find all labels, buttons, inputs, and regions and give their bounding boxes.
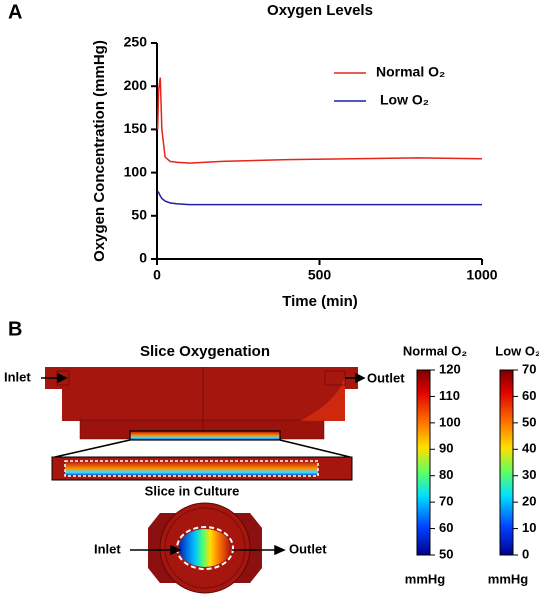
chart-title: Oxygen Levels [267,2,373,19]
colorbar-unit: mmHg [488,571,529,586]
colorbar-tick-label: 100 [439,414,461,429]
outlet-label: Outlet [367,370,405,385]
colorbar-tick-label: 70 [522,361,536,376]
plot: 0 50 100 150 200 250 0 500 1000 Normal O₂ Low O₂ [124,34,498,283]
x-tick-label: 500 [308,267,332,283]
x-axis-label: Time (min) [282,293,358,310]
zoom-caption: Slice in Culture [145,483,240,498]
data-line [157,191,482,206]
diagram-title: Slice Oxygenation [140,343,270,360]
x-tick-label: 1000 [466,267,497,283]
inlet-label: Inlet [94,541,121,556]
colorbar-unit: mmHg [405,571,446,586]
colorbar-tick-label: 20 [522,494,536,509]
y-tick-label: 250 [124,34,148,50]
colorbar [416,369,431,556]
data-line [156,77,483,164]
colorbar-tick-label: 120 [439,361,461,376]
colorbar-tick-label: 40 [522,441,536,456]
colorbar-tick-label: 10 [522,520,536,535]
y-tick-label: 150 [124,120,148,136]
colorbar-tick-label: 60 [522,388,536,403]
colorbar-tick-label: 90 [439,441,453,456]
colorbars: Normal O₂ 50 60 70 80 90 100 110 120 mmHg Low O₂ 0 1… [403,343,539,586]
colorbar [499,369,514,556]
panel-label: B [8,318,22,340]
inlet-label: Inlet [4,369,31,384]
colorbar-tick-label: 50 [439,546,453,561]
colorbar-tick-label: 50 [522,414,536,429]
y-tick-label: 50 [131,207,147,223]
panel-label: A [8,1,22,23]
x-tick-label: 0 [153,267,161,283]
colorbar-tick-label: 110 [439,388,460,403]
y-tick-label: 0 [139,250,147,266]
device-side [41,367,366,594]
colorbar-title: Normal O₂ [403,343,468,358]
y-axis-label: Oxygen Concentration (mmHg) [91,40,108,262]
legend-label: Low O₂ [380,92,429,108]
colorbar-tick-label: 80 [439,467,453,482]
colorbar-tick-label: 0 [522,546,529,561]
colorbar-title: Low O₂ [495,343,539,358]
colorbar-tick-label: 30 [522,467,536,482]
y-tick-label: 200 [124,77,148,93]
colorbar-tick-label: 60 [439,520,453,535]
colorbar-tick-label: 70 [439,494,453,509]
outlet-label: Outlet [289,541,327,556]
legend-label: Normal O₂ [376,64,445,80]
y-tick-label: 100 [124,163,148,179]
